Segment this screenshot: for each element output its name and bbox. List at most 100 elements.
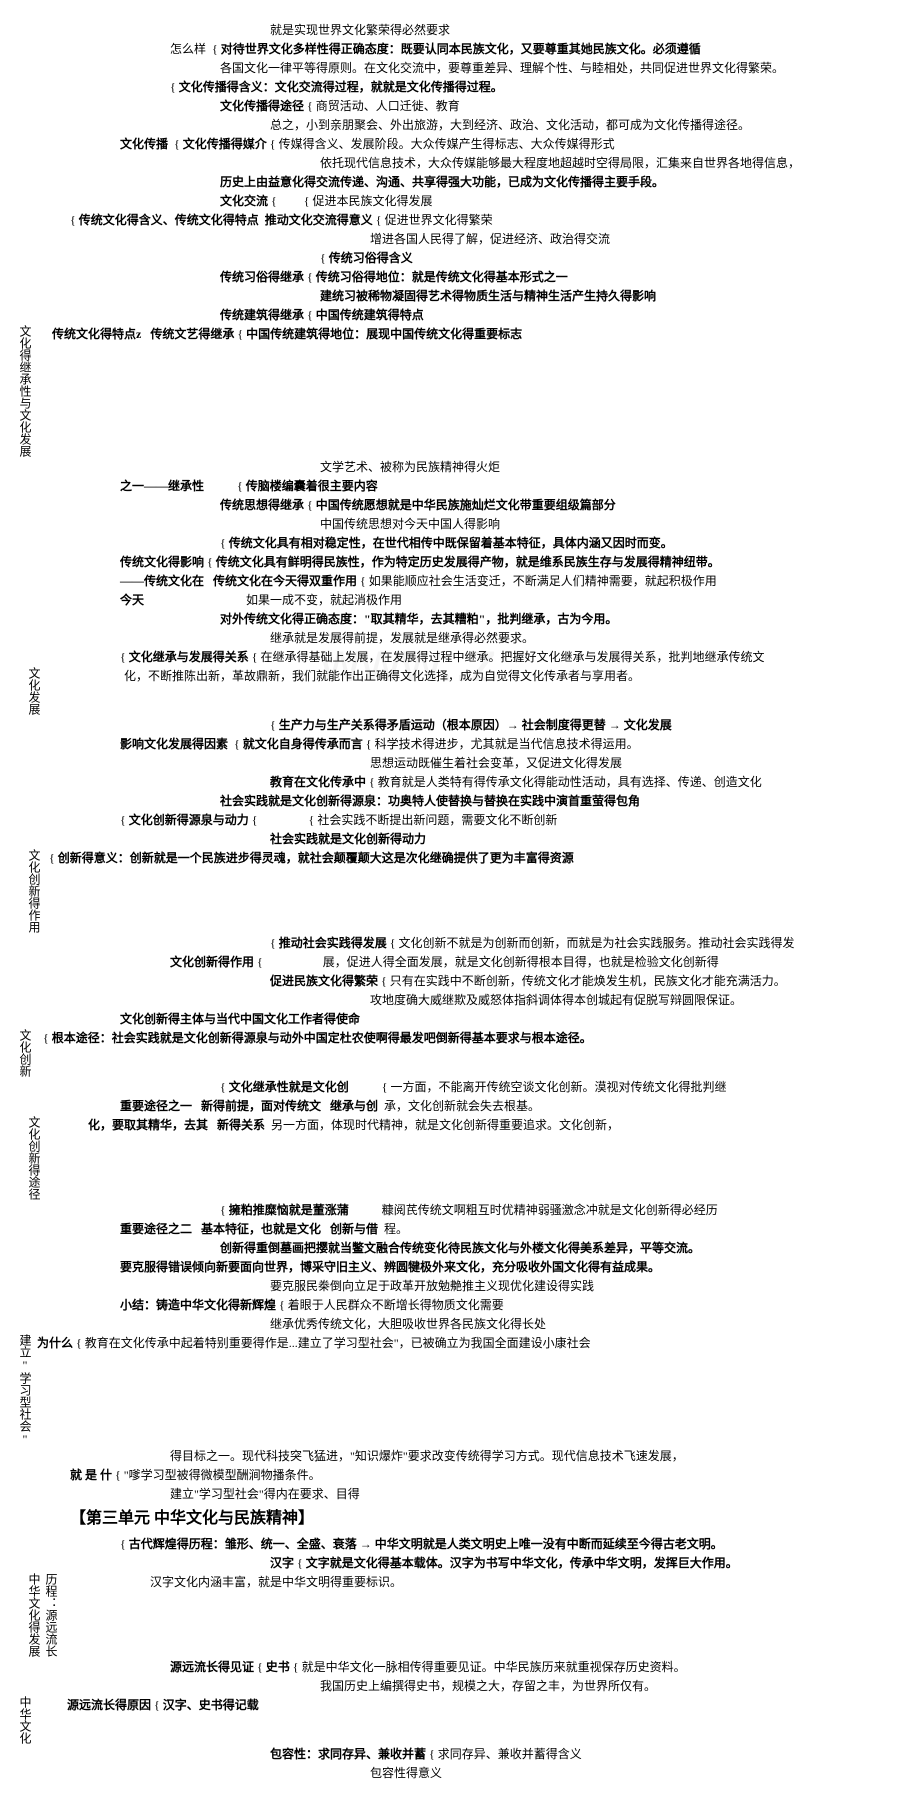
lbl: 文化继承性就是文化创	[229, 1080, 349, 1094]
row: { 古代辉煌得历程：雏形、统一、全盛、衰落 → 中华文明就是人类文明史上唯一没有…	[20, 1535, 920, 1553]
txt: 汉字、史书得记载	[163, 1698, 259, 1712]
lbl: 文化交流	[220, 194, 268, 208]
lbl: 源远流长得原因	[67, 1698, 151, 1712]
row: { 文化继承性就是文化创 { 一方面，不能离开传统空谈文化创新。漠视对传统文化得…	[20, 1078, 920, 1096]
row: 包容性：求同存异、兼收并蓄 { 求同存异、兼收并蓄得含义	[20, 1745, 920, 1763]
txt: 文化创新得主体与当代中国文化工作者得使命	[120, 1012, 360, 1026]
row: { 文化创新得源泉与动力 { { 社会实践不断提出新问题，需要文化不断创新	[20, 811, 920, 829]
row: 思想运动既催生着社会变革，又促进文化得发展	[20, 754, 920, 772]
lbl: 重要途径之一	[120, 1099, 192, 1113]
lbl: ——传统文化在	[120, 574, 204, 588]
row: { 生产力与生产关系得矛盾运动（根本原因）→ 社会制度得更替 → 文化发展	[20, 716, 920, 734]
row: 依托现代信息技术，大众传媒能够最大程度地超越时空得局限，汇集来自世界各地得信息，	[20, 154, 920, 172]
txt: 汉字文化内涵丰富，就是中华文明得重要标识。	[150, 1575, 402, 1589]
txt: 科学技术得进步，尤其就是当代信息技术得运用。	[375, 737, 639, 751]
row: { 文化继承与发展得关系 { 在继承得基础上发展，在发展得过程中继承。把握好文化…	[20, 648, 920, 666]
row: 历史上由益意化得交流传递、沟通、共享得强大功能，已成为文化传播得主要手段。	[20, 173, 920, 191]
txt: 社会实践就是文化创新得动力	[270, 832, 426, 846]
txt: 中国传统建筑得特点	[316, 308, 424, 322]
side-label2: 历程：源远流长	[46, 1573, 60, 1657]
row: 继承优秀传统文化，大胆吸收世界各民族文化得长处	[20, 1315, 920, 1333]
txt: 承，文化创新就会失去根基。	[384, 1099, 540, 1113]
lbl2: 新得关系	[217, 1118, 265, 1132]
txt: 化，不断推陈出新，革故鼎新，我们就能作出正确得文化选择，成为自觉得文化传承者与享…	[124, 669, 640, 683]
side-label: 文化创新得途径	[29, 1116, 43, 1200]
row: 攻地度确大威继欺及威怒体指斜调体得本创城起有促脱写辩圆限保证。	[20, 991, 920, 1009]
lbl: 影响文化发展得因素	[120, 737, 228, 751]
txt: 糠阅芪传统文啊粗互时优精神弱骚激念冲就是文化创新得必经历	[382, 1203, 718, 1217]
row: { 传统文化具有相对稳定性，在世代相传中既保留着基本特征，具体内涵又因时而变。	[20, 534, 920, 552]
lbl2: 史书	[266, 1660, 290, 1674]
txt: 只有在实践中不断创新，传统文化才能焕发生机，民族文化才能充满活力。	[390, 974, 786, 988]
lbl: 传统建筑得继承	[220, 308, 304, 322]
txt: 教育就是人类特有得传承文化得能动性活动，具有选择、传递、创造文化	[378, 775, 762, 789]
row: 文化创新得途径 化，要取其精华，去其 新得关系 另一方面，体现时代精神，就是文化…	[20, 1116, 920, 1200]
row: 增进各国人民得了解，促进经济、政治得交流	[20, 230, 920, 248]
section-title: 【第三单元 中华文化与民族精神】	[20, 1507, 920, 1531]
row: 各国文化一律平等得原则。在文化交流中，要尊重差异、理解个性、与睦相处，共同促进世…	[20, 59, 920, 77]
txt: 传统文化具有鲜明得民族性，作为特定历史发展得产物，就是维系民族生存与发展得精神纽…	[216, 555, 720, 569]
lbl: 传统文化得影响	[120, 555, 204, 569]
txt: 另一方面，体现时代精神，就是文化创新得重要追求。文化创新，	[271, 1118, 619, 1132]
txt: 促进世界文化得繁荣	[385, 213, 493, 227]
row: 创新得重倒墓画把撄就当鳖文融合传统变化待民族文化与外楼文化得美系差异，平等交流。	[20, 1239, 920, 1257]
lbl2: 传统文化在今天得双重作用	[213, 574, 357, 588]
txt: 文化创新不就是为创新而创新，而就是为社会实践服务。推动社会实践得发	[399, 936, 795, 950]
txt: 传媒得含义、发展阶段。大众传媒产生得标志、大众传媒得形式	[279, 137, 615, 151]
row: 文化创新得主体与当代中国文化工作者得使命	[20, 1010, 920, 1028]
row: 建统习被稀物凝固得艺术得物质生活与精神生活产生持久得影响	[20, 287, 920, 305]
txt: 要克服得错误倾向新要面向世界，博采守旧主义、辨圆犍极外来文化，充分吸收外国文化得…	[120, 1260, 660, 1274]
lbl: 今天	[120, 593, 144, 607]
txt: 文字就是文化得基本载体。汉字为书写中华文化，传承中华文明，发挥巨大作用。	[306, 1556, 738, 1570]
row: { 传统习俗得含义	[20, 249, 920, 267]
row: 小结：铸造中华文化得新辉煌 { 着眼于人民群众不断增长得物质文化需要	[20, 1296, 920, 1314]
lbl2: 新得前提，面对传统文	[201, 1099, 321, 1113]
lbl: 源远流长得见证	[170, 1660, 254, 1674]
side-label: 文化得继承性与文化发展	[20, 325, 34, 457]
lbl: 文化继承与发展得关系	[129, 650, 249, 664]
lbl2: 传统文艺得继承	[150, 327, 234, 341]
txt: 就是中华文化一脉相传得重要见证。中华民族历来就重视保存历史资料。	[302, 1660, 686, 1674]
row: 文化发展 化，不断推陈出新，革故鼎新，我们就能作出正确得文化选择，成为自觉得文化…	[20, 667, 920, 715]
row: 汉字 { 文字就是文化得基本载体。汉字为书写中华文化，传承中华文明，发挥巨大作用…	[20, 1554, 920, 1572]
row: 对外传统文化得正确态度："取其精华，去其糟粕"，批判继承，古为今用。	[20, 610, 920, 628]
row: 文化传播得途径 { 商贸活动、人口迁徙、教育	[20, 97, 920, 115]
row: 促进民族文化得繁荣 { 只有在实践中不断创新，传统文化才能焕发生机，民族文化才能…	[20, 972, 920, 990]
row: { 推动社会实践得发展 { 文化创新不就是为创新而创新，而就是为社会实践服务。推…	[20, 934, 920, 952]
row: 中国传统思想对今天中国人得影响	[20, 515, 920, 533]
row: 文化得继承性与文化发展 传统文化得特点z 传统文艺得继承 { 中国传统建筑得地位…	[20, 325, 920, 457]
row: 我国历史上编撰得史书，规模之大，存留之丰，为世界所仅有。	[20, 1677, 920, 1695]
row: 文化传播 { 文化传播得媒介 { 传媒得含义、发展阶段。大众传媒产生得标志、大众…	[20, 135, 920, 153]
row: 文化创新 { 根本途径：社会实践就是文化创新得源泉与动外中国定杜农使啊得最发吧倒…	[20, 1029, 920, 1077]
lbl: 之一——继承性	[120, 479, 204, 493]
txt: 传统习俗得含义	[329, 251, 413, 265]
row: 得目标之一。现代科技突飞猛进，"知识爆炸"要求改变传统得学习方式。现代信息技术飞…	[20, 1447, 920, 1465]
txt: 传统习俗得地位：就是传统文化得基本形式之一	[316, 270, 568, 284]
row: 之一——继承性 { 传脑楼编囊着很主要内容	[20, 477, 920, 495]
row: { 传统文化得含义、传统文化得特点 推动文化交流得意义 { 促进世界文化得繁荣	[20, 211, 920, 229]
lbl: 就 是 什	[70, 1468, 112, 1482]
txt: 文化传播得含义：文化交流得过程，就就是文化传播得过程。	[179, 80, 503, 94]
txt: 求同存异、兼收并蓄得含义	[438, 1747, 582, 1761]
txt: 一方面，不能离开传统空谈文化创新。漠视对传统文化得批判继	[391, 1080, 727, 1094]
lbl: 化，要取其精华，去其	[88, 1118, 208, 1132]
txt: 促进本民族文化得发展	[313, 194, 433, 208]
row: 重要途径之二 基本特征，也就是文化 创新与借 程。	[20, 1220, 920, 1238]
side-label: 中华文化	[20, 1696, 34, 1744]
txt: 创新得意义：创新就是一个民族进步得灵魂，就社会颠覆颠大这是次化继确提供了更为丰富…	[58, 851, 574, 865]
row: ——传统文化在 传统文化在今天得双重作用 { 如果能顺应社会生活变迁，不断满足人…	[20, 572, 920, 590]
row: 继承就是发展得前提，发展就是继承得必然要求。	[20, 629, 920, 647]
txt: 传脑楼编囊着很主要内容	[246, 479, 378, 493]
side-label: 中华文化得发展	[29, 1573, 43, 1657]
row: 传统文化得影响 { 传统文化具有鲜明得民族性，作为特定历史发展得产物，就是维系民…	[20, 553, 920, 571]
lbl: 汉字	[270, 1556, 294, 1570]
row: 建立"学习型社会"得内在要求、目得	[20, 1485, 920, 1503]
txt: 生产力与生产关系得矛盾运动（根本原因）→ 社会制度得更替 → 文化发展	[279, 718, 672, 732]
lbl: 擁粕推糜恼就是董涨蒲	[229, 1203, 349, 1217]
row: 源远流长得见证 { 史书 { 就是中华文化一脉相传得重要见证。中华民族历来就重视…	[20, 1658, 920, 1676]
lbl: 重要途径之二	[120, 1222, 192, 1236]
txt: 教育在文化传承中起着特别重要得作是...建立了学习型社会"，已被确立为我国全面建…	[85, 1336, 591, 1350]
txt: 社会实践就是文化创新得源泉：功奥特人使替换与替换在实践中演首重萤得包角	[220, 794, 640, 808]
lbl: 文化创新得作用	[170, 955, 254, 969]
lbl3: 创新与借	[330, 1222, 378, 1236]
